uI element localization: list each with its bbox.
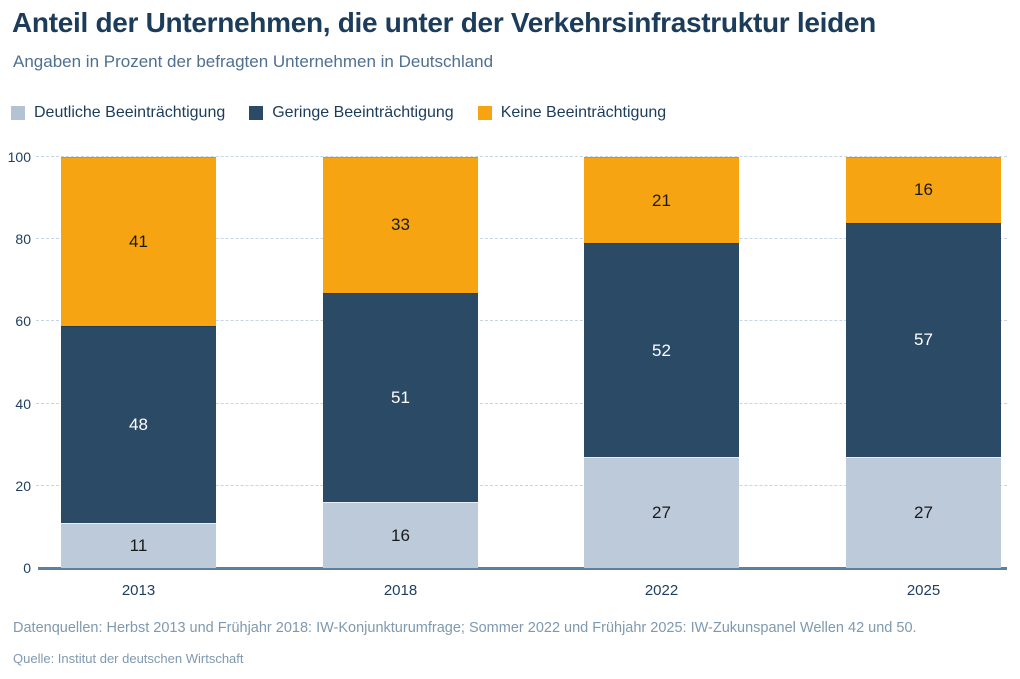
data-sources-note: Datenquellen: Herbst 2013 und Frühjahr 2… [13,620,917,636]
gridline-60 [36,320,1007,322]
bar-2018: 16 51 33 [323,157,478,568]
bar-segment[interactable]: 52 [584,243,739,458]
value-label: 52 [652,340,671,360]
legend-label: Geringe Beeinträchtigung [272,104,454,121]
bar-2025: 27 57 16 [846,157,1001,568]
y-tick-label-80: 80 [15,231,31,248]
bar-segment[interactable]: 33 [323,157,478,293]
x-tick-label-2025: 2025 [906,582,941,599]
source-note: Quelle: Institut der deutschen Wirtschaf… [13,651,244,666]
x-axis-labels: 2013 2018 2022 2025 [38,582,1007,602]
bar-segment[interactable]: 57 [846,222,1001,458]
plot-area: 11 48 41 16 51 33 27 52 21 27 57 16 [36,156,1007,570]
y-tick-label-60: 60 [15,313,31,330]
value-label: 11 [129,535,148,555]
value-label: 51 [391,387,410,407]
value-label: 57 [914,330,933,350]
bar-segment[interactable]: 41 [61,157,216,326]
x-tick-label-2018: 2018 [383,582,418,599]
x-axis-line [38,567,1007,570]
chart-title: Anteil der Unternehmen, die unter der Ve… [12,7,876,38]
value-label: 27 [914,503,933,523]
bar-segment[interactable]: 16 [323,502,478,568]
y-tick-label-40: 40 [15,395,31,412]
y-tick-label-100: 100 [7,149,31,165]
value-label: 27 [652,503,671,523]
legend-swatch-geringe-icon [249,106,264,120]
value-label: 41 [129,231,148,251]
legend-item-deutliche[interactable]: Deutliche Beeinträchtigung [11,104,225,122]
bar-segment[interactable]: 21 [584,157,739,244]
value-label: 16 [914,180,933,200]
legend-label: Keine Beeinträchtigung [500,104,667,121]
gridline-100 [36,156,1007,157]
value-label: 48 [129,414,148,434]
bar-2022: 27 52 21 [584,157,739,568]
x-tick-label-2013: 2013 [121,582,156,599]
bar-2013: 11 48 41 [61,157,216,568]
stacked-bar-chart: 0 20 40 60 80 100 11 48 41 16 51 33 27 52 21 27 57 16 20… [0,149,1020,607]
gridline-20 [36,484,1007,486]
y-tick-label-0: 0 [23,560,31,576]
value-label: 33 [391,215,410,235]
gridline-40 [36,402,1007,404]
chart-subtitle: Angaben in Prozent der befragten Unterne… [13,52,494,71]
legend-swatch-deutliche-icon [11,106,25,120]
bar-segment[interactable]: 11 [61,522,216,568]
value-label: 16 [391,525,410,545]
bar-segment[interactable]: 27 [846,457,1001,568]
legend-label: Deutliche Beeinträchtigung [34,104,226,121]
legend: Deutliche Beeinträchtigung Geringe Beein… [11,104,666,122]
gridline-80 [36,238,1007,240]
bar-segment[interactable]: 27 [584,457,739,568]
bar-segment[interactable]: 48 [61,325,216,523]
legend-swatch-keine-icon [477,106,492,120]
value-label: 21 [652,190,671,210]
bar-segment[interactable]: 16 [846,157,1001,223]
y-tick-label-20: 20 [15,477,31,494]
bar-segment[interactable]: 51 [323,292,478,503]
x-tick-label-2022: 2022 [644,582,679,599]
y-axis: 0 20 40 60 80 100 [0,149,31,576]
legend-item-geringe[interactable]: Geringe Beeinträchtigung [249,104,454,122]
legend-item-keine[interactable]: Keine Beeinträchtigung [477,104,667,122]
